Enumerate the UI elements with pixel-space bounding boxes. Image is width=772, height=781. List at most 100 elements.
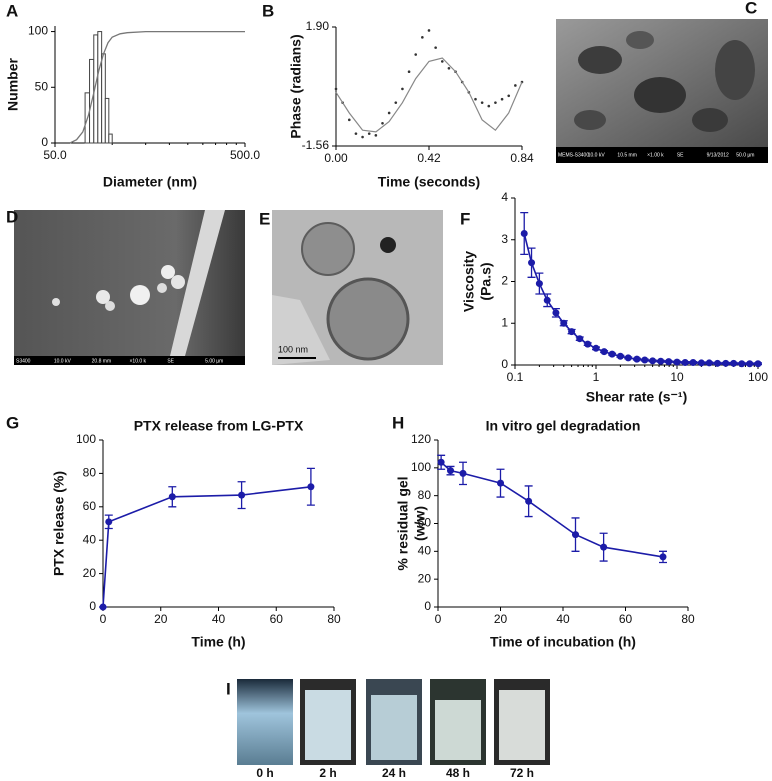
x-tick-label: 0.00 xyxy=(324,151,348,165)
panel-letter: G xyxy=(6,413,19,432)
info-bar-text: 9/13/2012 xyxy=(707,152,729,158)
marker xyxy=(600,348,608,356)
point xyxy=(414,53,418,56)
y-axis-label: PTX release (%) xyxy=(51,471,67,576)
marker xyxy=(746,360,754,368)
y-tick-label: 2 xyxy=(501,274,508,288)
marker xyxy=(665,358,673,366)
chart-title: PTX release from LG-PTX xyxy=(134,418,304,434)
y-axis-label: Viscosity xyxy=(461,251,477,312)
panel-letter: I xyxy=(226,679,231,698)
y-tick-label: 20 xyxy=(418,571,432,585)
info-bar-text: 10.0 kV xyxy=(54,358,72,364)
point xyxy=(427,29,431,32)
point xyxy=(474,97,477,101)
marker xyxy=(624,354,632,362)
marker xyxy=(525,497,533,505)
y-tick-label: 100 xyxy=(76,432,96,446)
panel-letter: C xyxy=(745,0,757,17)
panel-letter: H xyxy=(392,413,404,432)
marker xyxy=(447,467,454,475)
marker xyxy=(520,229,528,237)
x-tick-label: 40 xyxy=(556,612,570,626)
point xyxy=(381,122,384,125)
x-tick-label: 60 xyxy=(619,612,633,626)
point xyxy=(500,97,504,101)
y-tick-label: 100 xyxy=(411,460,431,474)
y-axis-label: % residual gel xyxy=(395,476,411,570)
x-tick-label: 50.0 xyxy=(43,148,67,162)
marker xyxy=(722,359,730,367)
marker xyxy=(459,469,467,477)
y-tick-label: 0 xyxy=(501,357,508,371)
chart-title: In vitro gel degradation xyxy=(486,418,641,434)
y-axis-label: (Pa.s) xyxy=(478,262,494,300)
marker xyxy=(730,359,738,367)
marker xyxy=(307,483,315,491)
x-tick-label: 1 xyxy=(593,370,600,384)
marker xyxy=(592,344,600,352)
x-axis-label: Shear rate (s⁻¹) xyxy=(586,389,688,405)
point xyxy=(487,104,491,108)
x-axis-label: Diameter (nm) xyxy=(103,174,197,190)
y-axis-label: (w/w) xyxy=(412,506,428,541)
x-tick-label: 60 xyxy=(270,612,284,626)
marker xyxy=(105,518,113,526)
x-tick-label: 80 xyxy=(681,612,695,626)
marker xyxy=(168,493,176,501)
bar xyxy=(108,133,113,144)
info-bar-text: MEMS-S3400 xyxy=(558,152,589,158)
y-tick-label: 80 xyxy=(418,488,432,502)
point xyxy=(514,84,517,87)
panel-letter: B xyxy=(262,1,274,20)
info-bar-text: S3400 xyxy=(16,358,31,364)
bar xyxy=(104,97,110,144)
marker xyxy=(99,603,107,611)
info-bar-text: ×10.0 k xyxy=(130,358,147,364)
y-tick-label: 3 xyxy=(501,232,508,246)
y-tick-label: 0 xyxy=(424,599,431,613)
series-line xyxy=(440,461,664,558)
micrograph-e xyxy=(272,210,443,365)
y-tick-label: 60 xyxy=(418,516,432,530)
x-tick-label: 20 xyxy=(154,612,168,626)
y-tick-label: 100 xyxy=(28,24,48,38)
marker xyxy=(608,350,616,358)
x-axis-label: Time (h) xyxy=(191,634,245,650)
marker xyxy=(568,328,576,336)
y-tick-label: 40 xyxy=(418,544,432,558)
y-tick-label: 0 xyxy=(89,599,96,613)
point xyxy=(361,135,364,139)
marker xyxy=(681,358,689,366)
marker xyxy=(437,458,445,466)
panel-letter: A xyxy=(6,1,18,20)
y-tick-label: -1.56 xyxy=(302,138,330,152)
marker xyxy=(543,296,551,304)
marker xyxy=(535,280,543,288)
x-tick-label: 20 xyxy=(494,612,508,626)
x-tick-label: 500.0 xyxy=(230,148,260,162)
scale-bar-label: 100 nm xyxy=(278,344,308,354)
point xyxy=(394,101,398,104)
info-bar-text: 50.0 µm xyxy=(736,152,754,158)
y-tick-label: 20 xyxy=(83,566,97,580)
marker xyxy=(576,335,584,343)
vial-label: 48 h xyxy=(446,766,470,780)
marker xyxy=(673,358,681,366)
y-tick-label: 40 xyxy=(83,532,97,546)
vial-photos xyxy=(237,679,550,765)
marker xyxy=(560,319,568,327)
cumulative-line xyxy=(69,30,245,144)
point xyxy=(440,60,444,63)
x-tick-label: 0 xyxy=(100,612,107,626)
marker xyxy=(600,543,608,551)
y-tick-label: 4 xyxy=(501,190,508,204)
point xyxy=(367,132,371,135)
y-axis-label: Phase (radians) xyxy=(288,34,304,138)
marker xyxy=(616,352,624,360)
marker xyxy=(497,479,504,487)
y-tick-label: 50 xyxy=(35,79,49,93)
x-axis-label: Time (seconds) xyxy=(378,174,480,190)
y-tick-label: 60 xyxy=(83,499,97,513)
